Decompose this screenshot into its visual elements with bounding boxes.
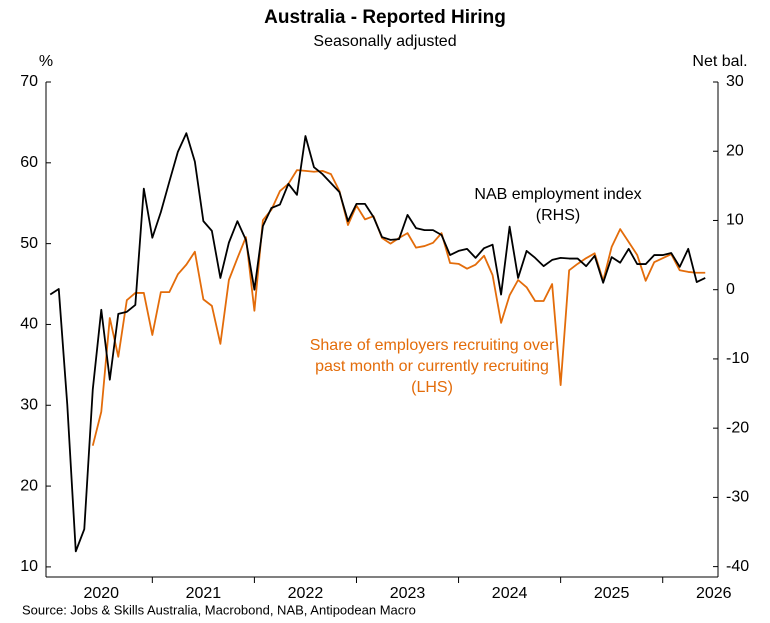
y2-axis-label: Net bal.: [692, 53, 747, 70]
y2-tick-label: -40: [726, 558, 749, 575]
y-tick-label: 60: [20, 154, 38, 171]
chart-title: Australia - Reported Hiring: [264, 7, 506, 28]
y2-tick-label: -10: [726, 350, 749, 367]
y-tick-label: 30: [20, 396, 38, 413]
y-tick-label: 10: [20, 558, 38, 575]
x-tick-label: 2024: [492, 585, 528, 602]
x-tick-label: 2022: [288, 585, 324, 602]
y-tick-label: 20: [20, 477, 38, 494]
annotation: (LHS): [411, 379, 453, 396]
source-note: Source: Jobs & Skills Australia, Macrobo…: [22, 602, 416, 617]
y2-tick-label: 30: [726, 73, 744, 90]
x-tick-label: 2021: [186, 585, 222, 602]
y2-tick-label: -30: [726, 489, 749, 506]
series-line: [49, 132, 706, 553]
annotation: Share of employers recruiting over: [310, 337, 555, 354]
y-tick-label: 40: [20, 316, 38, 333]
chart-subtitle: Seasonally adjusted: [313, 33, 456, 50]
annotation: past month or currently recruiting: [315, 358, 549, 375]
x-tick-label: 2023: [390, 585, 426, 602]
x-tick-label: 2026: [696, 585, 732, 602]
series-line: [91, 169, 706, 446]
y2-tick-label: 10: [726, 212, 744, 229]
y-tick-label: 50: [20, 235, 38, 252]
x-tick-label: 2025: [594, 585, 630, 602]
y2-tick-label: 20: [726, 142, 744, 159]
x-tick-label: 2020: [83, 585, 119, 602]
y2-tick-label: -20: [726, 419, 749, 436]
annotation: (RHS): [536, 207, 580, 224]
y-tick-label: 70: [20, 73, 38, 90]
y2-tick-label: 0: [726, 281, 735, 298]
annotation: NAB employment index: [474, 186, 641, 203]
y-axis-label: %: [39, 53, 53, 70]
